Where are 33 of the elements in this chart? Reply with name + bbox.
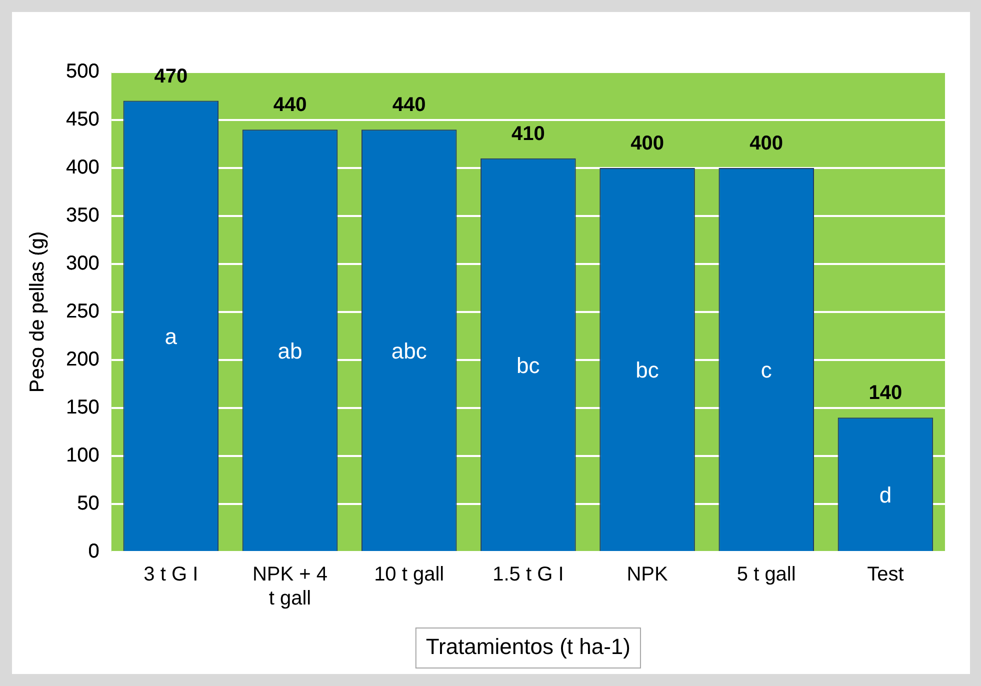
y-tick-label: 400 (66, 156, 100, 179)
data-label: 440 (392, 94, 426, 116)
annotation: a (164, 324, 178, 349)
data-label: 400 (630, 132, 664, 155)
y-tick-label: 300 (66, 252, 100, 275)
y-tick-label: 500 (66, 60, 100, 83)
y-tick-label: 100 (66, 444, 100, 467)
y-tick-label: 350 (66, 204, 100, 227)
annotation: abc (391, 338, 427, 364)
x-tick-label: 5 t gall (736, 564, 796, 586)
data-label: 440 (273, 94, 307, 116)
y-tick-label: 150 (66, 396, 100, 419)
y-tick-label: 0 (88, 540, 100, 563)
data-label: 400 (750, 132, 784, 155)
x-tick-label: NPK + 4 t gall (252, 564, 328, 610)
y-tick-label: 450 (66, 108, 100, 131)
annotation: c (760, 358, 772, 383)
annotation: d (879, 482, 892, 508)
y-axis-title: Peso de pellas (g) (26, 231, 49, 393)
y-tick-label: 50 (77, 492, 100, 515)
annotation: bc (636, 358, 659, 383)
y-tick-label: 250 (66, 300, 100, 323)
x-axis-title: Tratamientos (t ha-1) (426, 634, 630, 660)
x-tick-label: NPK (626, 564, 668, 586)
data-label: 140 (868, 382, 902, 404)
x-tick-label: 3 t G I (144, 564, 198, 586)
data-label: 410 (511, 122, 545, 145)
x-tick-label: 10 t gall (374, 564, 444, 586)
annotation: ab (278, 338, 302, 364)
x-tick-label: 1.5 t G I (492, 564, 564, 586)
x-tick-label: Test (867, 564, 904, 586)
annotation: bc (516, 352, 540, 378)
y-tick-label: 200 (66, 348, 100, 371)
